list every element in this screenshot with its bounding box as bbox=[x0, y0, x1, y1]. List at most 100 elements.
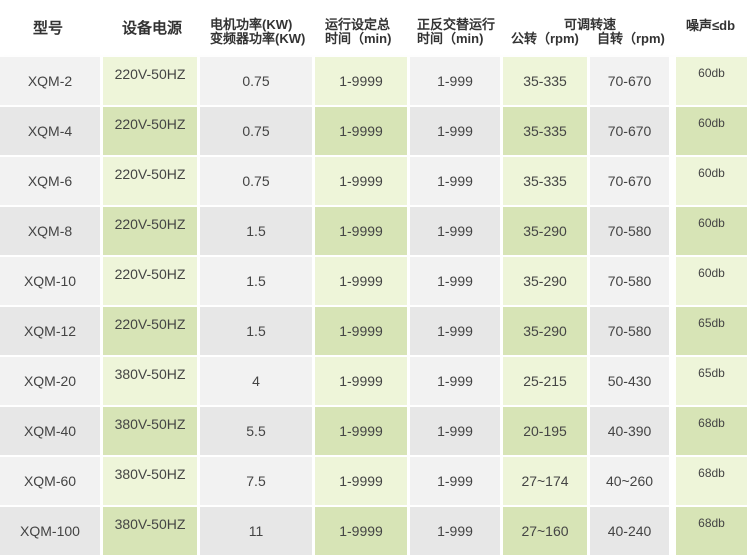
column-gap bbox=[672, 57, 676, 107]
cell-run-time: 1-9999 bbox=[315, 57, 410, 107]
cell-alt-time: 1-999 bbox=[410, 307, 503, 357]
cell-motor-power: 1.5 bbox=[200, 307, 315, 357]
cell-power-supply: 380V-50HZ bbox=[103, 507, 200, 557]
cell-noise: 60db bbox=[676, 57, 750, 107]
cell-alt-time: 1-999 bbox=[410, 57, 503, 107]
table-row: XQM-20 380V-50HZ 4 1-9999 1-999 25-215 50-430 6… bbox=[0, 357, 750, 407]
cell-run-time: 1-9999 bbox=[315, 257, 410, 307]
header-noise: 噪声≤db bbox=[686, 18, 736, 33]
header-power-supply: 设备电源 bbox=[122, 20, 183, 37]
header-alt-time: 正反交替运行 时间（min) bbox=[417, 18, 495, 46]
header-run-time-line1: 运行设定总 bbox=[325, 17, 391, 32]
cell-rotation: 70-580 bbox=[590, 307, 672, 357]
cell-rotation: 70-670 bbox=[590, 57, 672, 107]
cell-noise: 68db bbox=[676, 457, 750, 507]
cell-power-supply: 220V-50HZ bbox=[103, 207, 200, 257]
cell-revolution: 25-215 bbox=[503, 357, 590, 407]
cell-rotation: 70-670 bbox=[590, 107, 672, 157]
cell-power-supply: 220V-50HZ bbox=[103, 57, 200, 107]
cell-motor-power: 4 bbox=[200, 357, 315, 407]
column-gap bbox=[672, 257, 676, 307]
cell-noise: 60db bbox=[676, 257, 750, 307]
table-row: XQM-10 220V-50HZ 1.5 1-9999 1-999 35-290 70-58… bbox=[0, 257, 750, 307]
header-motor-power: 电机功率(KW) 变频器功率(KW) bbox=[210, 18, 305, 46]
cell-revolution: 35-290 bbox=[503, 207, 590, 257]
table-row: XQM-12 220V-50HZ 1.5 1-9999 1-999 35-290 70-58… bbox=[0, 307, 750, 357]
cell-rotation: 40~260 bbox=[590, 457, 672, 507]
table-row: XQM-6 220V-50HZ 0.75 1-9999 1-999 35-335 70-67… bbox=[0, 157, 750, 207]
cell-motor-power: 0.75 bbox=[200, 157, 315, 207]
cell-noise: 68db bbox=[676, 407, 750, 457]
cell-motor-power: 7.5 bbox=[200, 457, 315, 507]
cell-alt-time: 1-999 bbox=[410, 357, 503, 407]
header-run-time-line2: 时间（min) bbox=[325, 31, 392, 46]
cell-motor-power: 1.5 bbox=[200, 257, 315, 307]
cell-rotation: 70-670 bbox=[590, 157, 672, 207]
cell-power-supply: 380V-50HZ bbox=[103, 407, 200, 457]
cell-power-supply: 380V-50HZ bbox=[103, 357, 200, 407]
cell-run-time: 1-9999 bbox=[315, 157, 410, 207]
cell-power-supply: 220V-50HZ bbox=[103, 257, 200, 307]
header-alt-time-line2: 时间（min) bbox=[417, 31, 484, 46]
column-gap bbox=[672, 357, 676, 407]
cell-noise: 65db bbox=[676, 357, 750, 407]
header-model: 型号 bbox=[33, 20, 64, 37]
cell-model: XQM-4 bbox=[0, 107, 103, 157]
cell-run-time: 1-9999 bbox=[315, 457, 410, 507]
column-gap bbox=[672, 407, 676, 457]
cell-run-time: 1-9999 bbox=[315, 507, 410, 557]
table-row: XQM-100 380V-50HZ 11 1-9999 1-999 27~160 40-24… bbox=[0, 507, 750, 557]
cell-revolution: 35-335 bbox=[503, 107, 590, 157]
cell-rotation: 40-390 bbox=[590, 407, 672, 457]
cell-alt-time: 1-999 bbox=[410, 407, 503, 457]
table-row: XQM-8 220V-50HZ 1.5 1-9999 1-999 35-290 70-580… bbox=[0, 207, 750, 257]
column-gap bbox=[672, 157, 676, 207]
cell-rotation: 70-580 bbox=[590, 207, 672, 257]
cell-revolution: 27~174 bbox=[503, 457, 590, 507]
cell-model: XQM-20 bbox=[0, 357, 103, 407]
cell-noise: 68db bbox=[676, 507, 750, 557]
cell-rotation: 50-430 bbox=[590, 357, 672, 407]
cell-run-time: 1-9999 bbox=[315, 107, 410, 157]
table-header: 型号 设备电源 电机功率(KW) 变频器功率(KW) 运行设定总 时间（min)… bbox=[0, 0, 750, 56]
table-row: XQM-60 380V-50HZ 7.5 1-9999 1-999 27~174 40~26… bbox=[0, 457, 750, 507]
cell-alt-time: 1-999 bbox=[410, 457, 503, 507]
spec-table: XQM-2 220V-50HZ 0.75 1-9999 1-999 35-335 70-67… bbox=[0, 57, 750, 557]
cell-motor-power: 1.5 bbox=[200, 207, 315, 257]
cell-run-time: 1-9999 bbox=[315, 307, 410, 357]
cell-noise: 60db bbox=[676, 157, 750, 207]
cell-alt-time: 1-999 bbox=[410, 157, 503, 207]
cell-alt-time: 1-999 bbox=[410, 107, 503, 157]
cell-model: XQM-12 bbox=[0, 307, 103, 357]
cell-run-time: 1-9999 bbox=[315, 407, 410, 457]
cell-model: XQM-40 bbox=[0, 407, 103, 457]
table-row: XQM-4 220V-50HZ 0.75 1-9999 1-999 35-335 70-67… bbox=[0, 107, 750, 157]
cell-motor-power: 0.75 bbox=[200, 57, 315, 107]
cell-revolution: 35-290 bbox=[503, 307, 590, 357]
column-gap bbox=[672, 207, 676, 257]
header-motor-power-line1: 电机功率(KW) bbox=[210, 17, 293, 32]
cell-noise: 60db bbox=[676, 107, 750, 157]
cell-power-supply: 220V-50HZ bbox=[103, 107, 200, 157]
table-row: XQM-40 380V-50HZ 5.5 1-9999 1-999 20-195 40-39… bbox=[0, 407, 750, 457]
cell-power-supply: 380V-50HZ bbox=[103, 457, 200, 507]
cell-model: XQM-60 bbox=[0, 457, 103, 507]
cell-model: XQM-10 bbox=[0, 257, 103, 307]
cell-rotation: 70-580 bbox=[590, 257, 672, 307]
cell-power-supply: 220V-50HZ bbox=[103, 307, 200, 357]
cell-noise: 65db bbox=[676, 307, 750, 357]
column-gap bbox=[672, 107, 676, 157]
header-speed: 可调转速 bbox=[564, 17, 617, 32]
cell-revolution: 27~160 bbox=[503, 507, 590, 557]
cell-motor-power: 0.75 bbox=[200, 107, 315, 157]
cell-power-supply: 220V-50HZ bbox=[103, 157, 200, 207]
cell-alt-time: 1-999 bbox=[410, 207, 503, 257]
cell-alt-time: 1-999 bbox=[410, 257, 503, 307]
cell-alt-time: 1-999 bbox=[410, 507, 503, 557]
header-run-time: 运行设定总 时间（min) bbox=[325, 18, 391, 46]
cell-revolution: 35-335 bbox=[503, 57, 590, 107]
header-alt-time-line1: 正反交替运行 bbox=[417, 17, 496, 32]
header-revolution: 公转（rpm) bbox=[511, 31, 579, 46]
column-gap bbox=[672, 307, 676, 357]
cell-model: XQM-2 bbox=[0, 57, 103, 107]
